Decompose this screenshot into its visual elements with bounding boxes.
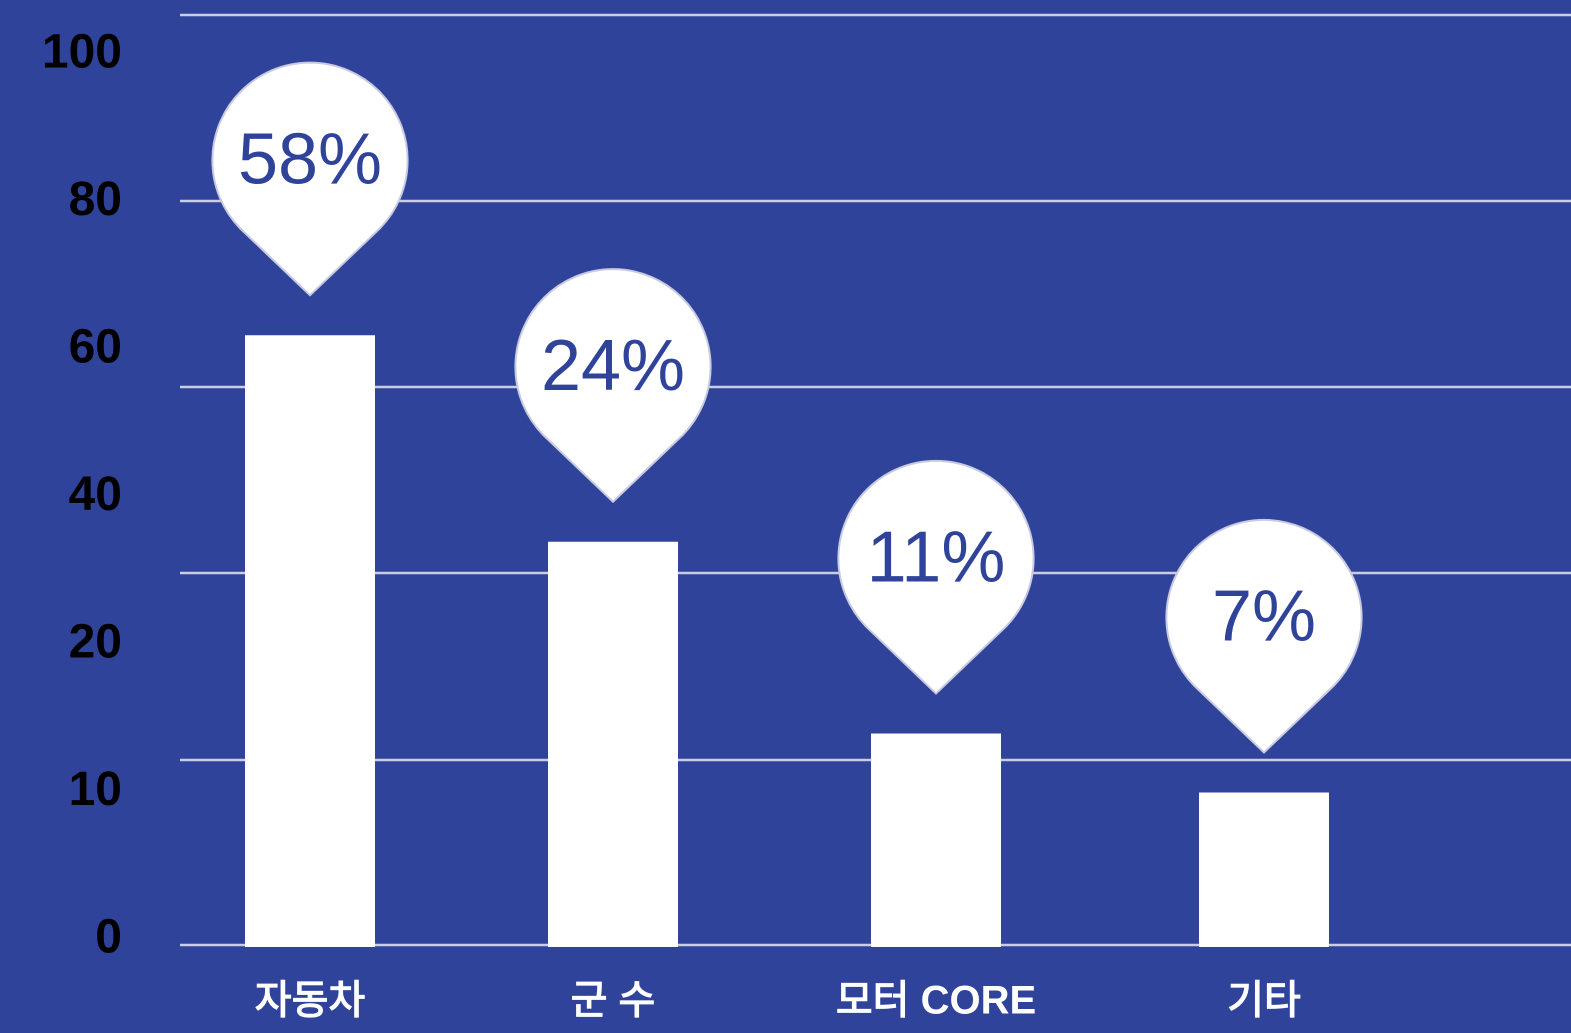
y-tick-label: 80 — [69, 173, 122, 226]
callout-label: 11% — [867, 518, 1006, 598]
callout-pin — [211, 61, 409, 297]
x-tick-label: 기타 — [1227, 979, 1301, 1023]
y-tick-label: 100 — [42, 26, 122, 79]
callout-label: 58% — [238, 119, 382, 199]
callout-pin — [837, 459, 1035, 695]
callout-pin — [514, 268, 712, 504]
x-tick-label: 모터 CORE — [836, 979, 1036, 1023]
y-tick-label: 60 — [69, 321, 122, 374]
bar — [1199, 792, 1329, 947]
y-tick-label: 0 — [95, 911, 122, 964]
bar — [871, 733, 1001, 947]
callout-label: 24% — [541, 326, 685, 406]
y-tick-label: 10 — [69, 763, 122, 816]
callout-pin — [1165, 518, 1363, 754]
y-tick-label: 20 — [69, 616, 122, 669]
x-tick-label: 군 수 — [571, 979, 656, 1023]
callout-label: 7% — [1212, 577, 1316, 657]
x-tick-label: 자동차 — [255, 979, 366, 1023]
y-tick-label: 40 — [69, 468, 122, 521]
bar — [245, 335, 375, 947]
bar — [548, 541, 678, 947]
